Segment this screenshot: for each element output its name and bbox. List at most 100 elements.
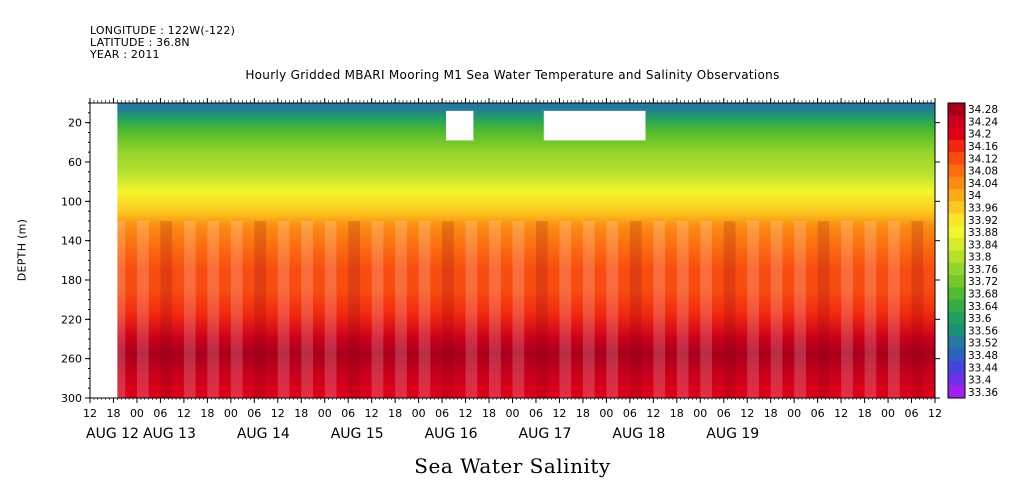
colorbar-label: 33.92 [968, 215, 998, 227]
x-date-label: AUG 12 [86, 426, 139, 442]
x-hour-label: 18 [764, 407, 778, 420]
x-hour-label: 12 [646, 407, 660, 420]
x-hour-label: 12 [177, 407, 191, 420]
x-hour-label: 06 [341, 407, 355, 420]
x-hour-label: 06 [153, 407, 167, 420]
colorbar-label: 33.56 [968, 325, 998, 337]
colorbar-swatch [948, 225, 965, 239]
x-hour-label: 12 [552, 407, 566, 420]
colorbar-swatch [948, 299, 965, 313]
x-date-label: AUG 14 [237, 426, 290, 442]
y-tick-label: 260 [61, 353, 82, 366]
x-hour-label: 06 [435, 407, 449, 420]
missing-data-block [445, 110, 474, 141]
colorbar-label: 33.6 [968, 313, 992, 325]
y-tick-label: 220 [61, 313, 82, 326]
colorbar-swatch [948, 385, 965, 399]
y-tick-label: 180 [61, 274, 82, 287]
variable-title: Sea Water Salinity [414, 454, 611, 478]
x-hour-label: 18 [294, 407, 308, 420]
colorbar-label: 33.72 [968, 276, 998, 288]
x-date-label: AUG 13 [143, 426, 196, 442]
colorbar-label: 33.44 [968, 362, 998, 374]
colorbar-swatch [948, 103, 965, 116]
colorbar-swatch [948, 139, 965, 153]
colorbar-swatch [948, 213, 965, 227]
colorbar-swatch [948, 115, 965, 129]
x-hour-label: 00 [412, 407, 426, 420]
colorbar-label: 33.36 [968, 387, 998, 399]
colorbar-label: 34.16 [968, 141, 998, 153]
x-date-label: AUG 19 [706, 426, 759, 442]
colorbar-label: 33.48 [968, 350, 998, 362]
colorbar-label: 34.24 [968, 116, 998, 128]
colorbar-label: 34.12 [968, 153, 998, 165]
x-hour-label: 12 [365, 407, 379, 420]
colorbar-label: 33.8 [968, 252, 991, 264]
x-hour-label: 12 [740, 407, 754, 420]
year-label: YEAR : 2011 [90, 48, 160, 61]
colorbar-swatch [948, 287, 965, 301]
x-hour-label: 00 [130, 407, 144, 420]
x-hour-label: 06 [811, 407, 825, 420]
colorbar-label: 33.96 [968, 202, 998, 214]
y-tick-label: 20 [68, 117, 82, 130]
colorbar-label: 33.76 [968, 264, 998, 276]
colorbar-label: 33.68 [968, 289, 998, 301]
colorbar-label: 34.04 [968, 178, 998, 190]
x-hour-label: 18 [482, 407, 496, 420]
colorbar-label: 33.84 [968, 239, 998, 251]
colorbar-swatch [948, 127, 965, 141]
colorbar-label: 33.52 [968, 338, 998, 350]
x-hour-label: 00 [599, 407, 613, 420]
longitude-label: LONGITUDE : 122W(-122) [90, 24, 236, 37]
y-tick-label: 140 [61, 235, 82, 248]
colorbar-swatch [948, 311, 965, 325]
x-hour-label: 06 [905, 407, 919, 420]
x-date-label: AUG 18 [612, 426, 665, 442]
x-hour-label: 18 [200, 407, 214, 420]
x-hour-label: 00 [506, 407, 520, 420]
colorbar-swatch [948, 275, 965, 288]
colorbar-frame [947, 102, 966, 399]
x-hour-label: 12 [834, 407, 848, 420]
x-hour-label: 12 [459, 407, 473, 420]
x-date-label: AUG 15 [331, 426, 384, 442]
y-tick-label: 300 [61, 392, 82, 405]
x-hour-label: 00 [881, 407, 895, 420]
x-hour-label: 00 [787, 407, 801, 420]
colorbar-swatch [948, 164, 965, 178]
x-hour-label: 12 [271, 407, 285, 420]
x-hour-label: 00 [224, 407, 238, 420]
latitude-label: LATITUDE : 36.8N [90, 36, 190, 49]
x-hour-label: 00 [693, 407, 707, 420]
colorbar-swatch [948, 373, 965, 387]
x-hour-label: 12 [928, 407, 942, 420]
colorbar-label: 33.64 [968, 301, 998, 313]
x-hour-label: 06 [247, 407, 261, 420]
colorbar-swatch [948, 262, 965, 276]
colorbar-swatch [948, 152, 965, 165]
y-tick-label: 100 [61, 195, 82, 208]
colorbar-swatch [948, 176, 965, 190]
x-hour-label: 06 [623, 407, 637, 420]
colorbar-label: 34 [968, 190, 982, 202]
colorbar-swatch [948, 250, 965, 264]
colorbar-label: 34.28 [968, 104, 998, 116]
colorbar-swatch [948, 336, 965, 350]
x-hour-label: 06 [529, 407, 543, 420]
colorbar-swatch [948, 189, 965, 202]
x-hour-label: 18 [576, 407, 590, 420]
missing-data-block [543, 110, 646, 141]
x-hour-label: 12 [83, 407, 97, 420]
x-hour-label: 18 [670, 407, 684, 420]
x-hour-label: 06 [717, 407, 731, 420]
colorbar-label: 33.88 [968, 227, 998, 239]
missing-data-block [90, 103, 118, 398]
colorbar-swatch [948, 201, 965, 215]
x-hour-label: 00 [318, 407, 332, 420]
y-tick-label: 60 [68, 156, 82, 169]
colorbar-label: 34.2 [968, 129, 991, 141]
